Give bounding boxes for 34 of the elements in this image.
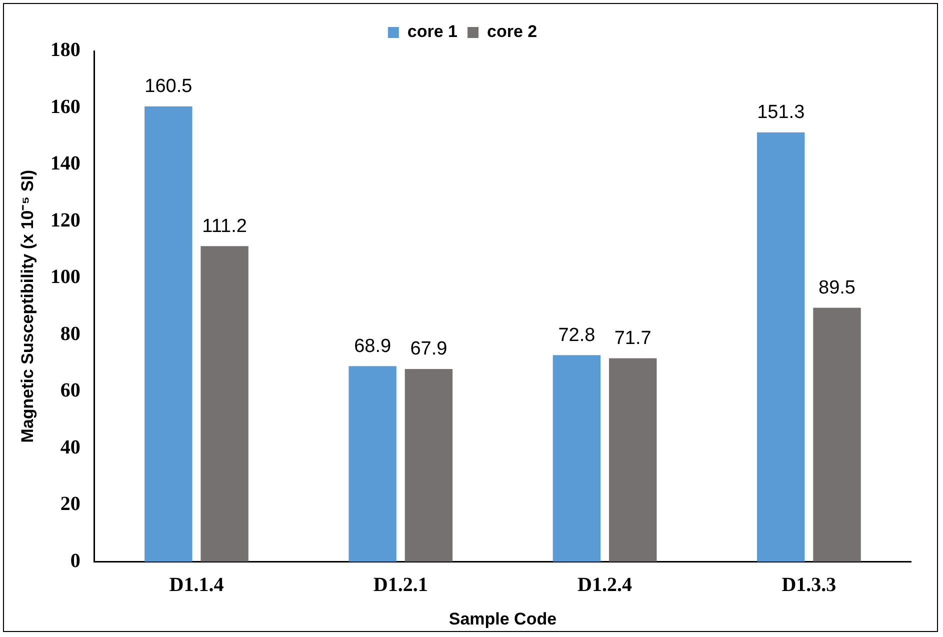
- data-label: 111.2: [202, 216, 247, 237]
- y-tick-label: 0: [70, 550, 80, 572]
- bar: [144, 106, 192, 562]
- x-tick-label: D1.2.1: [373, 574, 428, 596]
- y-tick-label: 160: [50, 96, 80, 118]
- data-label: 72.8: [558, 324, 596, 346]
- data-label: 67.9: [410, 338, 448, 360]
- bar: [348, 366, 396, 562]
- y-tick-label: 140: [50, 152, 80, 175]
- y-tick-label: 20: [60, 493, 80, 516]
- y-tick-label: 40: [60, 436, 80, 458]
- data-label: 151.3: [757, 102, 805, 124]
- x-tick-label: D1.3.3: [782, 574, 836, 596]
- x-tick-label: D1.1.4: [169, 574, 224, 596]
- y-tick-label: 100: [50, 266, 80, 288]
- y-tick-label: 80: [60, 322, 80, 345]
- legend-label: core 2: [487, 22, 538, 42]
- bar: [756, 132, 805, 562]
- bar: [200, 246, 248, 562]
- data-label: 71.7: [614, 328, 652, 349]
- y-tick-label: 180: [50, 39, 80, 62]
- data-label: 68.9: [354, 336, 392, 357]
- x-tick-label: D1.2.4: [578, 574, 632, 596]
- y-axis-title: Magnetic Susceptibility (x 10⁻⁵ SI): [18, 170, 37, 443]
- bar: [552, 355, 601, 562]
- bar: [813, 308, 861, 562]
- legend-label: core 1: [407, 22, 458, 42]
- y-tick-label: 60: [60, 380, 80, 402]
- y-tick-label: 120: [50, 209, 80, 232]
- bar: [404, 368, 453, 562]
- bar: [608, 358, 657, 562]
- data-label: 89.5: [818, 277, 856, 298]
- x-axis-title: Sample Code: [448, 609, 557, 628]
- data-label: 160.5: [144, 76, 192, 98]
